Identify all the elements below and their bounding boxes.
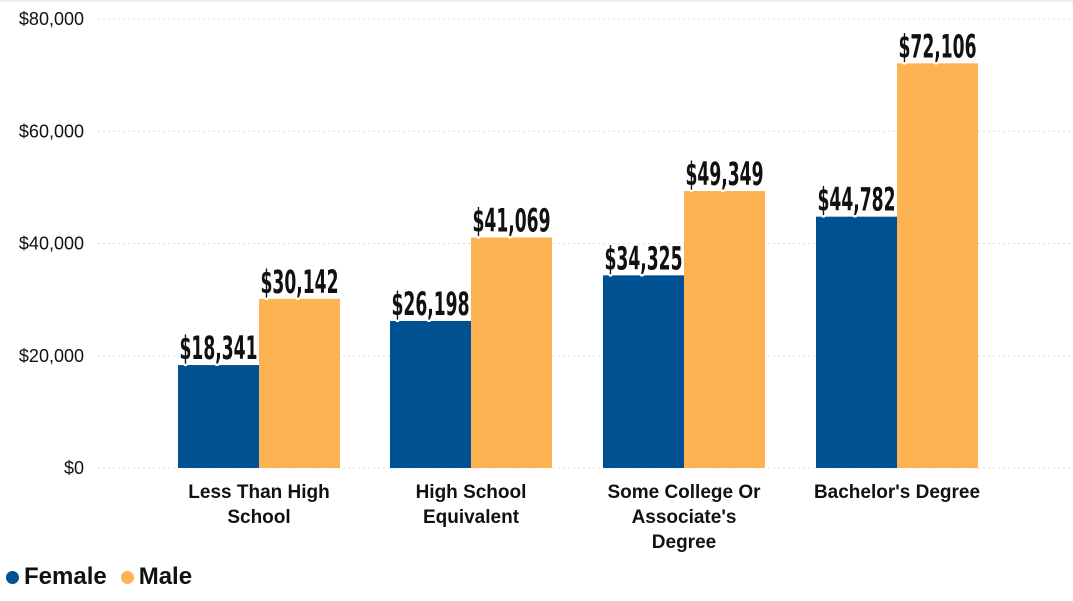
data-label-female: $44,782 [818,181,896,219]
bar-chart: $0 $20,000 $40,000 $60,000 $80,000 $18,341 $26… [19,9,1073,553]
bar-female [603,275,684,468]
legend: Female Male [6,563,206,591]
bar-female [178,365,259,468]
y-tick-label: $40,000 [19,234,84,254]
legend-label-female: Female [24,563,107,590]
y-tick-label: $80,000 [19,9,84,29]
y-tick-label: $20,000 [19,346,84,366]
bar-male [684,191,765,468]
y-tick-label: $0 [64,458,84,478]
data-label-female: $18,341 [180,329,258,367]
data-label-female: $34,325 [605,239,683,277]
y-tick-label: $60,000 [19,121,84,141]
bar-male [471,237,552,468]
bar-male [897,63,978,468]
legend-swatch-female [6,570,19,584]
data-label-male: $41,069 [473,202,551,240]
x-tick-label: School [227,507,290,528]
bar-female [816,216,897,468]
legend-swatch-male [120,570,134,584]
legend-item-female: Female [6,563,107,591]
x-tick-label: Bachelor's Degree [814,482,980,503]
data-label-male: $49,349 [686,155,764,193]
top-rule [0,0,1073,2]
x-tick-label: High School [416,482,527,503]
x-tick-label: Some College Or [607,482,761,503]
bar-female [390,320,471,468]
data-label-male: $72,106 [899,27,977,65]
bar-male [259,298,340,468]
legend-item-male: Male [120,563,193,591]
legend-label-male: Male [138,563,193,590]
x-tick-label: Degree [652,532,716,553]
x-tick-label: Less Than High [188,482,329,503]
x-tick-label: Associate's [632,507,737,528]
data-label-male: $30,142 [261,263,339,301]
data-label-female: $26,198 [392,285,470,323]
x-tick-label: Equivalent [423,507,520,528]
